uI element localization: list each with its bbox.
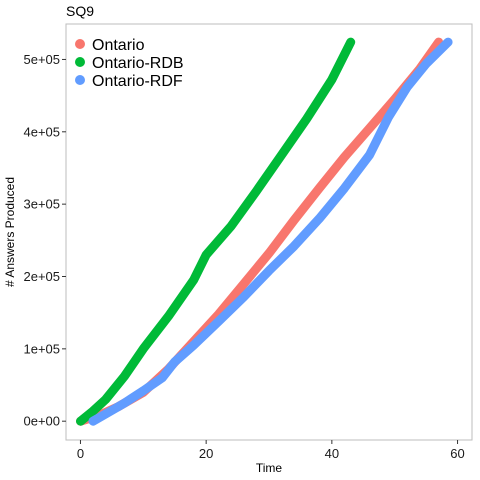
y-axis: 0e+00 1e+05 2e+05 3e+05 4e+05 5e+05 bbox=[23, 52, 66, 429]
legend-key-0 bbox=[75, 39, 85, 49]
y-tick-label: 2e+05 bbox=[23, 269, 60, 284]
legend-label-2: Ontario-RDF bbox=[92, 73, 183, 90]
y-tick-label: 0e+00 bbox=[23, 414, 60, 429]
legend-box bbox=[70, 32, 216, 92]
x-axis-title: Time bbox=[256, 461, 283, 475]
legend-label-1: Ontario-RDB bbox=[92, 55, 184, 72]
series-layer bbox=[76, 37, 453, 426]
x-tick-label: 0 bbox=[77, 446, 84, 461]
y-tick-label: 1e+05 bbox=[23, 341, 60, 356]
y-tick-label: 3e+05 bbox=[23, 197, 60, 212]
y-tick-label: 4e+05 bbox=[23, 124, 60, 139]
legend-key-2 bbox=[75, 75, 85, 85]
x-tick-label: 60 bbox=[450, 446, 464, 461]
x-axis: 0 20 40 60 bbox=[77, 440, 465, 461]
legend-label-0: Ontario bbox=[92, 37, 145, 54]
x-tick-label: 20 bbox=[199, 446, 213, 461]
chart-title: SQ9 bbox=[66, 3, 94, 19]
y-axis-title: # Answers Produced bbox=[3, 177, 17, 287]
y-tick-label: 5e+05 bbox=[23, 52, 60, 67]
x-tick-label: 40 bbox=[325, 446, 339, 461]
series-line-2 bbox=[88, 37, 453, 426]
legend-key-1 bbox=[75, 57, 85, 67]
series-line-1 bbox=[76, 37, 356, 426]
